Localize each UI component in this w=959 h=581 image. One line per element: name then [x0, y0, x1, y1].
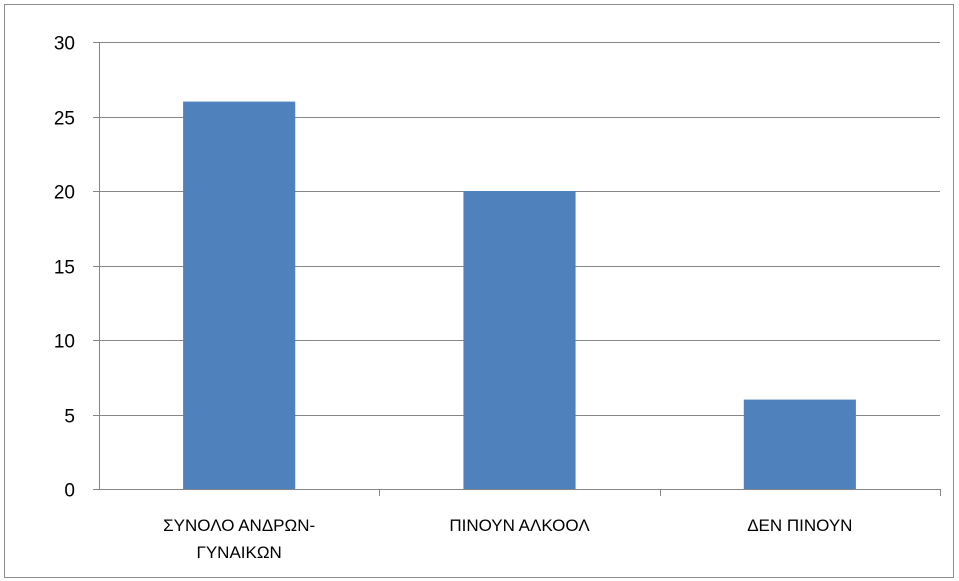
y-tick-label-15: 15 — [54, 258, 75, 279]
y-tick-labels: 0 5 10 15 20 25 30 — [54, 34, 75, 502]
y-tick-label-10: 10 — [54, 332, 75, 353]
category-label-1-line-0: ΠΙΝΟΥΝ ΑΛΚΟΟΛ — [449, 516, 590, 535]
bar-2 — [743, 399, 856, 489]
y-tick-label-5: 5 — [64, 407, 75, 428]
bar-1 — [463, 191, 576, 489]
y-tick-label-0: 0 — [64, 481, 75, 502]
y-tick-label-30: 30 — [54, 34, 75, 55]
bars — [183, 101, 856, 489]
category-label-0-line-0: ΣΥΝΟΛΟ ΑΝΔΡΩΝ- — [163, 516, 315, 535]
y-tick-label-20: 20 — [54, 183, 75, 204]
y-tick-label-25: 25 — [54, 109, 75, 130]
bar-0 — [183, 101, 296, 489]
category-label-0: ΣΥΝΟΛΟ ΑΝΔΡΩΝ- ΓΥΝΑΙΚΩΝ — [163, 516, 315, 562]
category-label-2-line-0: ΔΕΝ ΠΙΝΟΥΝ — [747, 516, 852, 535]
category-label-0-line-1: ΓΥΝΑΙΚΩΝ — [196, 543, 281, 562]
category-labels: ΣΥΝΟΛΟ ΑΝΔΡΩΝ- ΓΥΝΑΙΚΩΝ ΠΙΝΟΥΝ ΑΛΚΟΟΛ ΔΕΝ Π… — [163, 516, 852, 562]
category-label-2: ΔΕΝ ΠΙΝΟΥΝ — [747, 516, 852, 535]
axes — [93, 42, 941, 496]
category-label-1: ΠΙΝΟΥΝ ΑΛΚΟΟΛ — [449, 516, 590, 535]
